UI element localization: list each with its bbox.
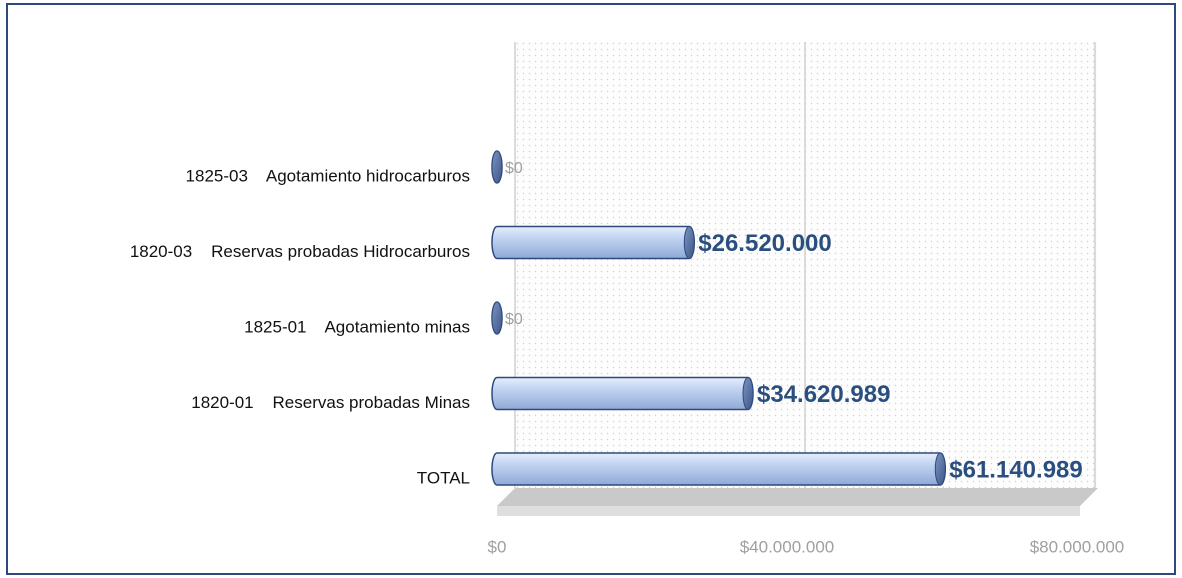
- back-wall: [515, 42, 1098, 488]
- value-label: $0: [505, 160, 523, 177]
- bar-cap: [491, 150, 503, 184]
- value-label: $61.140.989: [949, 456, 1082, 483]
- floor-edge: [497, 506, 1080, 516]
- y-tick-label: 1825-01 Agotamiento minas: [244, 317, 470, 336]
- bar: [491, 225, 696, 260]
- floor: [497, 488, 1098, 506]
- y-tick-label: TOTAL: [417, 468, 470, 487]
- x-tick-label: $40.000.000: [740, 537, 835, 556]
- value-label: $0: [505, 311, 523, 328]
- x-tick-label: $0: [488, 537, 507, 556]
- y-tick-label: 1825-03 Agotamiento hidrocarburos: [186, 166, 470, 185]
- bar-cap: [683, 226, 695, 259]
- bar: [491, 452, 947, 486]
- y-tick-label: 1820-01 Reservas probadas Minas: [191, 393, 470, 412]
- bar: [491, 376, 754, 411]
- y-tick-label: 1820-03 Reservas probadas Hidrocarburos: [130, 242, 470, 261]
- x-tick-label: $80.000.000: [1030, 537, 1125, 556]
- bar-cap: [742, 377, 754, 410]
- value-label: $34.620.989: [757, 381, 890, 408]
- value-label: $26.520.000: [698, 230, 831, 257]
- bar-cap: [491, 301, 503, 335]
- bar-cap: [934, 452, 946, 486]
